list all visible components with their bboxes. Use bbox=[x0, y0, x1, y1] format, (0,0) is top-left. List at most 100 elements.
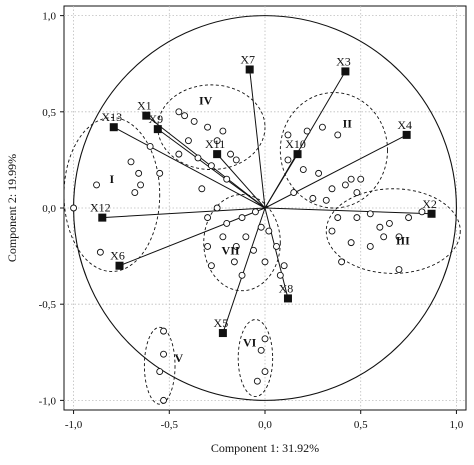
observation-point-0 bbox=[70, 204, 78, 212]
observation-point-71 bbox=[261, 335, 269, 343]
observation-point-4 bbox=[127, 158, 135, 166]
observation-point-53 bbox=[213, 204, 221, 212]
observation-point-58 bbox=[219, 233, 227, 241]
observation-point-1 bbox=[93, 181, 100, 189]
vector-marker-X2 bbox=[427, 209, 436, 218]
tick-layer: -1,0 -0,5 0,0 0,5 1,0 -1,0 -0,5 0,0 0,5 1,0 bbox=[39, 11, 464, 431]
x-tick-label-2: 0,0 bbox=[258, 419, 272, 431]
observation-point-31 bbox=[328, 185, 336, 193]
observation-point-16 bbox=[175, 150, 183, 158]
observation-point-9 bbox=[175, 108, 183, 116]
observation-point-2 bbox=[96, 248, 104, 256]
observation-point-74 bbox=[253, 377, 261, 385]
observation-point-48 bbox=[347, 239, 355, 247]
observation-point-28 bbox=[299, 166, 307, 173]
vector-line-X8 bbox=[264, 207, 289, 299]
observation-point-69 bbox=[280, 262, 288, 270]
vector-marker-X1 bbox=[142, 111, 151, 120]
observation-point-11 bbox=[190, 117, 198, 125]
group-ellipse-I bbox=[63, 117, 161, 272]
observation-point-12 bbox=[204, 123, 212, 131]
variable-label-X4: X4 bbox=[397, 118, 412, 132]
observation-point-13 bbox=[219, 127, 227, 135]
observation-point-61 bbox=[230, 258, 238, 266]
observation-point-77 bbox=[156, 368, 164, 375]
group-ellipse-V bbox=[143, 326, 176, 405]
observation-point-18 bbox=[207, 162, 215, 170]
observation-point-10 bbox=[181, 112, 189, 120]
observation-point-19 bbox=[227, 150, 234, 158]
observation-point-44 bbox=[395, 233, 403, 241]
observation-point-35 bbox=[309, 194, 317, 202]
x-tick-label-1: -0,5 bbox=[161, 419, 179, 431]
observation-point-15 bbox=[184, 137, 192, 145]
y-axis-title: Component 2: 19.99% bbox=[5, 154, 19, 262]
group-ellipse-II bbox=[279, 92, 388, 209]
observation-point-8 bbox=[156, 169, 164, 177]
group-label-V: V bbox=[175, 351, 184, 365]
observation-point-23 bbox=[284, 131, 292, 139]
observation-point-3 bbox=[135, 169, 143, 177]
observation-point-38 bbox=[334, 214, 342, 222]
variable-label-X8: X8 bbox=[279, 281, 294, 295]
observation-point-7 bbox=[137, 181, 145, 189]
observation-point-26 bbox=[334, 131, 342, 139]
observation-point-43 bbox=[380, 233, 388, 241]
observation-point-52 bbox=[204, 214, 212, 222]
observation-point-72 bbox=[257, 346, 265, 354]
vector-line-X2 bbox=[264, 207, 432, 215]
observation-point-64 bbox=[257, 223, 265, 231]
group-label-VI: VI bbox=[243, 336, 257, 350]
group-label-I: I bbox=[110, 172, 115, 186]
vector-marker-X13 bbox=[109, 123, 118, 132]
observation-point-68 bbox=[273, 243, 280, 250]
variable-label-X2: X2 bbox=[422, 197, 437, 211]
variable-label-X7: X7 bbox=[240, 52, 255, 66]
observation-point-56 bbox=[242, 233, 250, 241]
x-tick-label-0: -1,0 bbox=[65, 419, 83, 431]
observation-point-33 bbox=[347, 175, 355, 183]
group-label-VII: VII bbox=[222, 243, 240, 257]
vector-marker-X9 bbox=[153, 125, 162, 134]
x-axis-title: Component 1: 31.92% bbox=[211, 441, 319, 455]
observation-point-75 bbox=[160, 327, 167, 335]
variable-label-X12: X12 bbox=[90, 201, 111, 215]
observation-point-21 bbox=[223, 175, 231, 183]
vector-marker-X10 bbox=[293, 150, 302, 159]
observation-point-6 bbox=[146, 142, 154, 150]
observation-point-42 bbox=[385, 219, 393, 227]
observation-point-59 bbox=[204, 243, 212, 250]
observation-point-25 bbox=[318, 123, 326, 131]
observation-point-67 bbox=[261, 258, 269, 266]
group-ellipse-III bbox=[325, 188, 461, 274]
observation-point-62 bbox=[238, 271, 246, 279]
variable-label-X11: X11 bbox=[205, 137, 225, 151]
variable-label-X5: X5 bbox=[214, 316, 229, 330]
vector-marker-X6 bbox=[115, 261, 124, 270]
observation-point-37 bbox=[290, 189, 298, 197]
vector-marker-X5 bbox=[218, 329, 227, 338]
group-label-II: II bbox=[343, 116, 353, 130]
observation-point-5 bbox=[131, 189, 139, 197]
vector-marker-X3 bbox=[341, 67, 350, 76]
vector-line-X11 bbox=[216, 153, 266, 209]
observation-point-70 bbox=[276, 271, 284, 279]
vector-line-X13 bbox=[113, 126, 266, 209]
observation-point-27 bbox=[284, 156, 292, 164]
observation-point-39 bbox=[353, 214, 361, 222]
observation-point-49 bbox=[328, 227, 336, 235]
observation-point-24 bbox=[303, 127, 311, 135]
variable-label-X6: X6 bbox=[110, 249, 125, 263]
group-ellipse-VII bbox=[203, 194, 281, 292]
variable-label-X1: X1 bbox=[137, 99, 152, 113]
observation-layer bbox=[70, 108, 426, 404]
observation-point-46 bbox=[418, 208, 426, 216]
observation-point-20 bbox=[232, 156, 240, 164]
observation-point-55 bbox=[238, 214, 246, 222]
observation-point-50 bbox=[338, 258, 346, 266]
vector-line-X1 bbox=[146, 115, 266, 209]
observation-point-34 bbox=[357, 175, 365, 183]
variable-label-X9: X9 bbox=[148, 112, 163, 126]
vector-marker-X8 bbox=[283, 294, 292, 303]
